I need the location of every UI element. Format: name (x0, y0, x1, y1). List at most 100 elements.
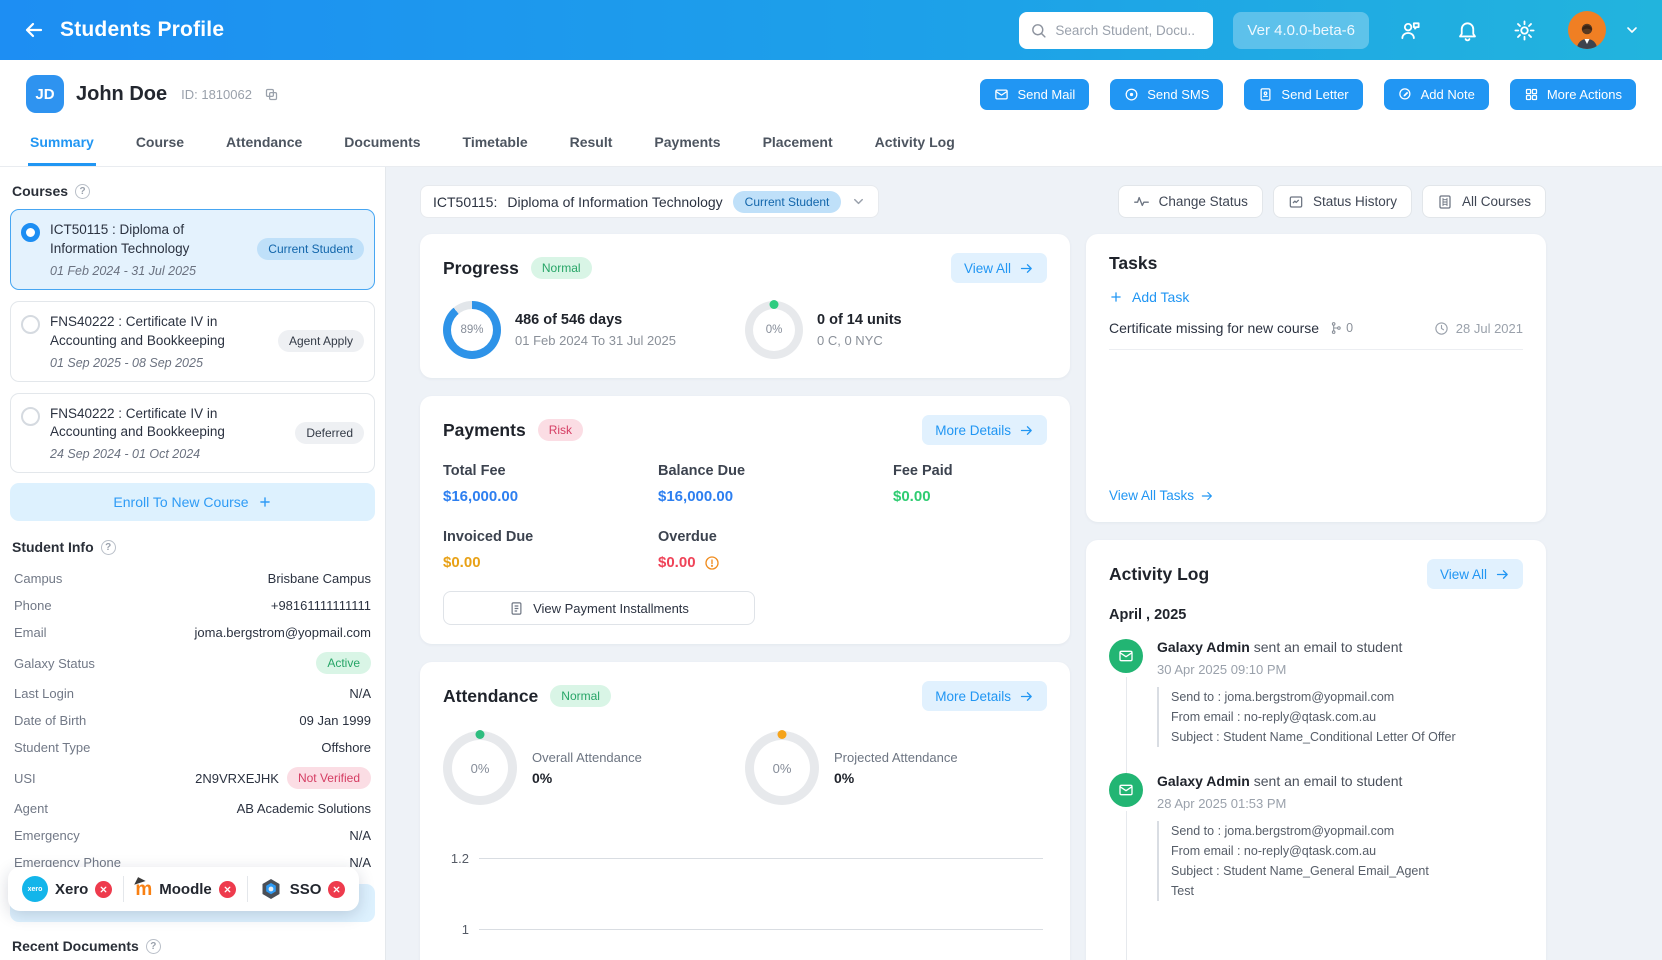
more-actions-button[interactable]: More Actions (1509, 78, 1636, 110)
course-selector-status-badge: Current Student (732, 190, 842, 213)
tab-attendance[interactable]: Attendance (226, 134, 303, 150)
student-info-help-icon[interactable]: ? (100, 539, 116, 555)
all-courses-label: All Courses (1461, 194, 1531, 209)
info-label: USI (14, 770, 36, 786)
balance-due-field: Balance Due $16,000.00 (658, 463, 893, 505)
profile-tabs: Summary Course Attendance Documents Time… (0, 123, 1662, 167)
subtask-count: 0 (1346, 321, 1354, 335)
info-label: Agent (14, 801, 48, 816)
fee-label: Invoiced Due (443, 529, 534, 545)
add-note-label: Add Note (1420, 86, 1475, 102)
email-sent-icon (1109, 773, 1143, 807)
remove-moodle-icon[interactable] (218, 880, 236, 898)
course-radio-selected[interactable] (21, 223, 40, 242)
info-label: Emergency (14, 828, 80, 843)
view-all-tasks-link[interactable]: View All Tasks (1109, 488, 1523, 503)
activity-entry: Galaxy Admin sent an email to student 28… (1109, 773, 1523, 960)
activity-details: Send to : joma.bergstrom@yopmail.com Fro… (1157, 687, 1456, 747)
course-card-ict50115[interactable]: ICT50115 : Diploma of Information Techno… (10, 209, 375, 290)
add-note-button[interactable]: Add Note (1383, 78, 1489, 110)
profile-header: JD John Doe ID: 1810062 Send Mail Send S… (0, 60, 1662, 167)
search-icon (1030, 22, 1047, 39)
course-dates: 01 Feb 2024 - 31 Jul 2025 (50, 263, 196, 278)
overall-attendance-label: Overall Attendance (532, 750, 642, 765)
progress-title: Progress (443, 257, 519, 278)
courses-list: ICT50115 : Diploma of Information Techno… (10, 209, 375, 483)
activity-log-view-all-button[interactable]: View All (1426, 559, 1523, 589)
units-progress-donut: 0% (745, 300, 803, 359)
tab-timetable[interactable]: Timetable (462, 134, 528, 150)
course-name: FNS40222 : Certificate IV in Accounting … (50, 405, 225, 440)
tab-summary[interactable]: Summary (28, 123, 96, 166)
back-arrow-icon[interactable] (22, 18, 46, 42)
tab-documents[interactable]: Documents (344, 134, 421, 150)
info-row-dob: Date of Birth 09 Jan 1999 (10, 707, 375, 734)
search-box[interactable] (1019, 11, 1214, 49)
progress-card: Progress Normal View All 89% (420, 234, 1070, 378)
tab-result[interactable]: Result (569, 134, 613, 150)
student-info-list: Campus Brisbane Campus Phone +981611111111… (10, 565, 375, 876)
send-letter-button[interactable]: Send Letter (1244, 78, 1363, 110)
tab-course[interactable]: Course (135, 134, 185, 150)
detail-from-email: From email : no-reply@qtask.com.au (1171, 844, 1377, 858)
recent-documents-help-icon[interactable]: ? (145, 938, 161, 954)
enroll-new-course-button[interactable]: Enroll To New Course (10, 483, 375, 521)
usi-not-verified-badge: Not Verified (286, 767, 371, 789)
info-label: Date of Birth (14, 713, 87, 728)
more-details-label: More Details (935, 422, 1011, 438)
notifications-bell-icon[interactable] (1456, 19, 1479, 42)
course-status-badge: Current Student (257, 238, 364, 261)
tab-payments[interactable]: Payments (654, 134, 721, 150)
remove-sso-icon[interactable] (328, 880, 346, 898)
copy-id-icon[interactable] (264, 87, 279, 102)
sso-logo-icon (259, 877, 283, 901)
progress-view-all-button[interactable]: View All (950, 253, 1047, 283)
status-history-button[interactable]: Status History (1272, 185, 1412, 218)
detail-subject: Subject : Student Name_General Email_Age… (1171, 864, 1429, 878)
tab-activity-log[interactable]: Activity Log (874, 134, 955, 150)
user-avatar[interactable] (1568, 11, 1606, 49)
fee-value: $16,000.00 (443, 488, 519, 505)
left-sidebar: Courses ? ICT50115 : Diploma of Informat… (0, 167, 386, 960)
courses-help-icon[interactable]: ? (75, 183, 91, 199)
fee-value: $16,000.00 (658, 488, 734, 505)
all-courses-button[interactable]: All Courses (1421, 185, 1546, 218)
remove-xero-icon[interactable] (95, 880, 113, 898)
tab-placement[interactable]: Placement (762, 134, 833, 150)
course-dates: 01 Sep 2025 - 08 Sep 2025 (50, 355, 203, 370)
settings-gear-icon[interactable] (1513, 19, 1536, 42)
activity-actor: Galaxy Admin (1157, 773, 1250, 789)
fee-label: Balance Due (658, 463, 746, 479)
profile-menu-chevron-icon[interactable] (1624, 22, 1640, 38)
subtask-branch-icon (1329, 321, 1343, 335)
view-payment-installments-button[interactable]: View Payment Installments (443, 591, 755, 625)
course-radio[interactable] (21, 406, 40, 426)
user-chat-icon[interactable] (1399, 19, 1422, 42)
send-sms-button[interactable]: Send SMS (1110, 78, 1224, 110)
overall-percent: 0% (452, 740, 508, 796)
projected-attendance-donut: 0% (745, 730, 819, 805)
course-selector-dropdown[interactable]: ICT50115: Diploma of Information Technol… (420, 185, 880, 218)
days-progress: 89% 486 of 546 days 01 Feb 2024 To 31 Ju… (443, 301, 745, 359)
add-task-button[interactable]: Add Task (1109, 289, 1523, 305)
info-row-emergency: Emergency N/A (10, 822, 375, 849)
change-status-button[interactable]: Change Status (1117, 185, 1263, 218)
recent-documents-title: Recent Documents (12, 938, 139, 954)
info-value: N/A (349, 855, 371, 870)
overall-attendance-donut: 0% (443, 730, 517, 805)
info-row-campus: Campus Brisbane Campus (10, 565, 375, 592)
task-row[interactable]: Certificate missing for new course 0 28 (1109, 320, 1523, 350)
course-card-fns40222-a[interactable]: FNS40222 : Certificate IV in Accounting … (10, 300, 375, 382)
info-value: N/A (349, 828, 371, 843)
send-mail-button[interactable]: Send Mail (980, 78, 1090, 110)
course-card-fns40222-b[interactable]: FNS40222 : Certificate IV in Accounting … (10, 392, 375, 474)
info-row-usi: USI 2N9VRXEJHK Not Verified (10, 761, 375, 795)
days-percent: 89% (451, 309, 493, 351)
fee-value: $0.00 (658, 554, 696, 571)
activity-action: sent an email to student (1253, 773, 1403, 789)
search-input[interactable] (1055, 22, 1196, 38)
attendance-more-details-button[interactable]: More Details (922, 681, 1047, 711)
payments-more-details-button[interactable]: More Details (922, 415, 1047, 445)
course-radio[interactable] (21, 314, 40, 334)
projected-attendance-value: 0% (834, 770, 855, 786)
